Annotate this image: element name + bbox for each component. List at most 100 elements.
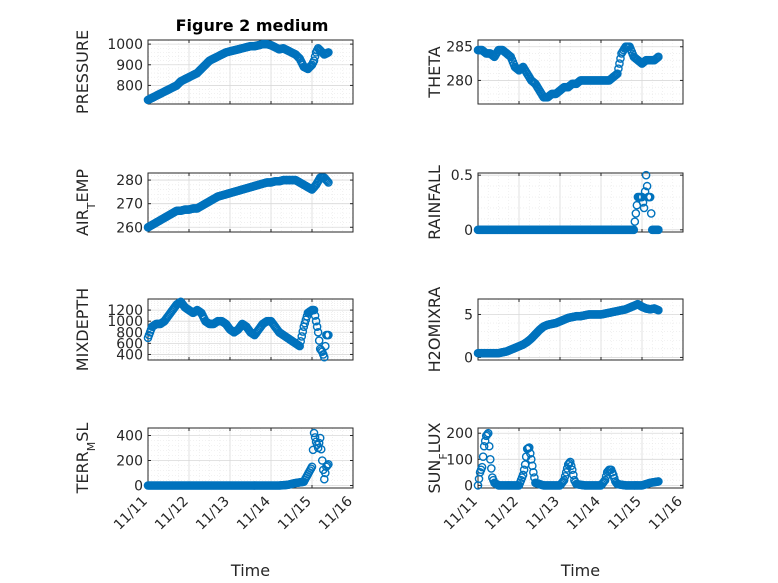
data-point [524,443,534,452]
data-point [638,198,648,207]
y-tick-label: 400 [116,347,143,363]
data-point [297,332,307,341]
subplot-rainfall: 0 0.5 RAINFALL [425,165,684,240]
data-point [312,322,322,332]
data-point [614,64,623,73]
subplot-air-temp: 260 270 280 AIRTEMP [73,169,354,236]
data-point [296,336,306,346]
data-point [529,468,538,477]
data-point [484,441,494,451]
data-point [487,464,496,473]
y-tick-label: 260 [116,220,143,236]
figure-title: Figure 2 medium [176,16,329,35]
data-point [317,456,327,465]
data-point [308,445,318,455]
data-point [477,462,487,472]
data-point [323,461,332,470]
axes-frame [147,39,354,105]
y-axis-label: PRESSURE [73,30,92,114]
y-tick-label: 900 [116,58,143,74]
subplot-pressure: 800 900 1000 PRESSURE [73,30,354,114]
y-axis-label: THETA [425,46,444,98]
axes-frame [477,298,684,361]
data-point [309,305,319,315]
axes-box [477,39,684,105]
data-point [654,305,663,315]
y-tick-label: 0 [464,223,473,239]
data-point [645,192,655,202]
data-point [654,477,663,486]
data-point [321,468,330,478]
y-axis-label: RAINFALL [425,165,444,240]
subplot-h2omixra: 0 5 H2OMIXRA [425,287,684,373]
data-point [482,430,492,439]
data-point [518,470,528,480]
y-tick-label: 280 [116,173,143,189]
data-point [641,170,651,180]
data-point [311,316,321,326]
y-tick-label: 400 [116,429,143,445]
data-point [298,327,308,336]
data-point [560,471,570,481]
y-tick-label: 1000 [107,314,143,330]
y-axis-label: AIRTEMP [73,169,98,236]
data-point [307,462,317,472]
data-point [324,330,333,340]
y-tick-label: 5 [464,307,473,323]
y-tick-label: 200 [446,426,473,442]
data-point [654,225,663,235]
data-point [485,455,495,464]
y-tick-label: 0.5 [451,168,473,184]
data-point [322,462,331,472]
data-point [525,449,535,458]
data-point [653,53,662,62]
data-point [639,203,649,213]
data-point [631,209,641,218]
data-point [479,441,489,451]
data-point [309,428,319,438]
y-tick-label: 100 [446,452,473,468]
y-axis-label: MIXDEPTH [73,288,92,371]
data-point [642,181,652,191]
data-point [324,459,333,469]
y-tick-label: 0 [464,478,473,494]
data-point [483,428,493,438]
y-axis-label: SUNFLUX [425,422,450,493]
data-point [315,433,325,443]
data-point [310,433,320,442]
data-point [652,54,661,63]
x-axis-label: Time [230,561,270,580]
data-point [611,71,620,80]
data-point [310,311,320,320]
data-point [565,457,575,467]
data-point [566,461,576,471]
data-point [323,176,332,186]
data-point [324,178,333,187]
axes-frame [477,39,684,105]
y-tick-label: 1000 [107,37,143,53]
y-axis-label: TERRMSL [73,423,98,495]
data-point [309,56,319,65]
data-point [558,477,568,486]
y-tick-label: 0 [134,479,143,495]
data-point [613,69,622,78]
y-tick-label: 0 [464,350,473,366]
data-point [654,52,663,62]
y-tick-label: 1200 [107,303,143,319]
y-axis-label: H2OMIXRA [425,287,444,373]
y-tick-label: 285 [446,40,473,56]
data-point [321,341,330,351]
axes-frame [147,172,354,233]
data-point [319,352,329,362]
data-point [646,209,656,218]
y-tick-label: 600 [116,336,143,352]
data-point [519,465,529,475]
data-point [630,217,640,226]
x-axis-label: Time [560,561,600,580]
y-tick-label: 800 [116,325,143,341]
data-point [319,474,329,484]
data-point [629,225,639,235]
data-point [559,475,569,485]
